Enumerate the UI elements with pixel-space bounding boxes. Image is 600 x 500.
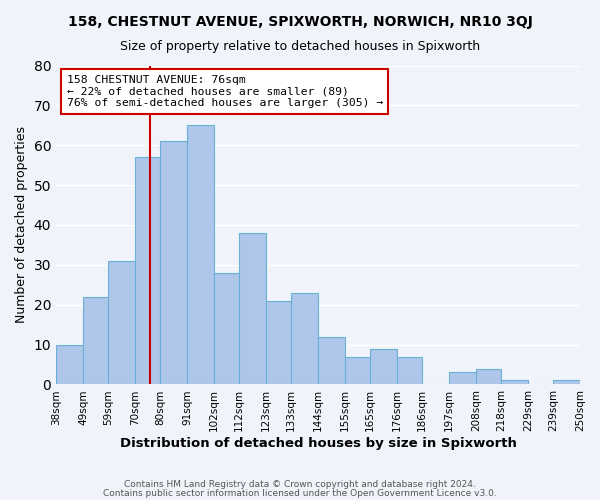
Text: Contains public sector information licensed under the Open Government Licence v3: Contains public sector information licen… <box>103 488 497 498</box>
X-axis label: Distribution of detached houses by size in Spixworth: Distribution of detached houses by size … <box>119 437 517 450</box>
Bar <box>135 157 160 384</box>
Bar <box>214 273 239 384</box>
Bar <box>501 380 528 384</box>
Bar <box>553 380 580 384</box>
Text: 158 CHESTNUT AVENUE: 76sqm
← 22% of detached houses are smaller (89)
76% of semi: 158 CHESTNUT AVENUE: 76sqm ← 22% of deta… <box>67 75 383 108</box>
Bar <box>370 348 397 384</box>
Text: Contains HM Land Registry data © Crown copyright and database right 2024.: Contains HM Land Registry data © Crown c… <box>124 480 476 489</box>
Y-axis label: Number of detached properties: Number of detached properties <box>15 126 28 324</box>
Bar <box>345 356 370 384</box>
Bar <box>318 336 345 384</box>
Bar <box>160 142 187 384</box>
Bar <box>266 300 291 384</box>
Bar <box>108 261 135 384</box>
Text: 158, CHESTNUT AVENUE, SPIXWORTH, NORWICH, NR10 3QJ: 158, CHESTNUT AVENUE, SPIXWORTH, NORWICH… <box>68 15 532 29</box>
Bar <box>476 368 501 384</box>
Bar <box>83 296 108 384</box>
Bar <box>291 293 318 384</box>
Bar <box>397 356 422 384</box>
Bar <box>56 344 83 385</box>
Text: Size of property relative to detached houses in Spixworth: Size of property relative to detached ho… <box>120 40 480 53</box>
Bar <box>187 126 214 384</box>
Bar <box>239 233 266 384</box>
Bar <box>449 372 476 384</box>
